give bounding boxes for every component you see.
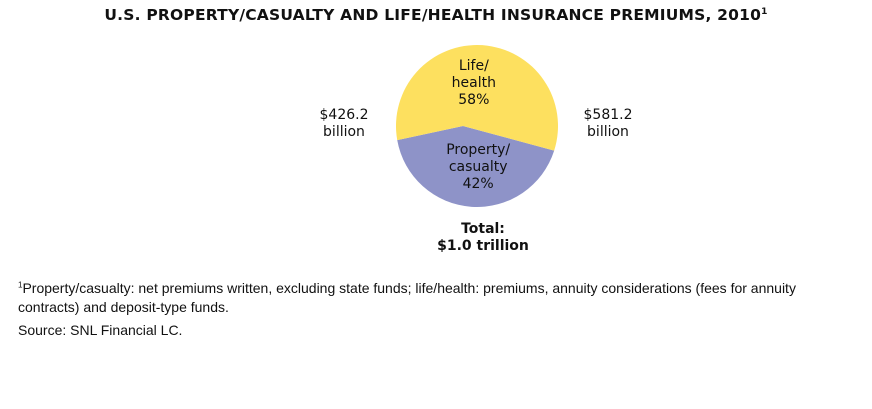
total-caption: Total:	[461, 221, 505, 237]
slice-label-life-line2: health	[452, 75, 496, 91]
slice-label-property-line1: Property/	[446, 142, 510, 158]
property-amount-value: $426.2	[319, 107, 369, 123]
source-note: Source: SNL Financial LC.	[18, 322, 183, 338]
footnote-marker: 1	[18, 280, 23, 290]
life-amount-value: $581.2	[583, 107, 633, 123]
life-amount-unit: billion	[587, 124, 629, 140]
chart-title-text: U.S. PROPERTY/CASUALTY AND LIFE/HEALTH I…	[104, 6, 762, 24]
total-value: $1.0 trillion	[437, 238, 529, 254]
slice-label-life-line1: Life/	[459, 58, 489, 74]
pie-slice-life-health	[396, 45, 558, 151]
slice-percent-property: 42%	[463, 176, 494, 192]
slice-label-property-line2: casualty	[449, 159, 508, 175]
footnote-1: 1Property/casualty: net premiums written…	[18, 279, 848, 317]
property-amount-unit: billion	[323, 124, 365, 140]
property-casualty-amount: $426.2 billion	[306, 107, 382, 141]
chart-title: U.S. PROPERTY/CASUALTY AND LIFE/HEALTH I…	[0, 6, 872, 24]
pie-slice-property-casualty	[397, 126, 555, 208]
footnote-text: Property/casualty: net premiums written,…	[18, 280, 796, 315]
title-footnote-marker: 1	[761, 6, 768, 17]
slice-percent-life: 58%	[458, 92, 489, 108]
total-label: Total: $1.0 trillion	[383, 221, 583, 255]
footnotes: 1Property/casualty: net premiums written…	[18, 279, 848, 344]
life-health-amount: $581.2 billion	[570, 107, 646, 141]
